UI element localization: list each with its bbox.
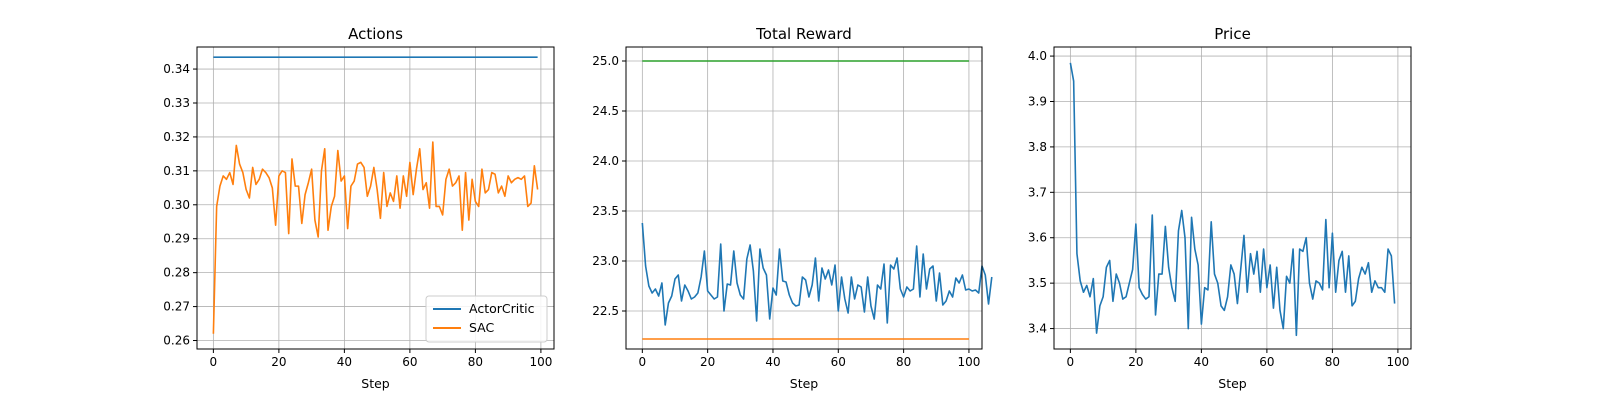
x-tick-label: 40 — [1194, 355, 1209, 369]
x-axis-label: Step — [790, 376, 819, 391]
x-tick-label: 20 — [1128, 355, 1143, 369]
series-line-sac — [212, 141, 539, 334]
chart-title: Total Reward — [755, 25, 852, 43]
y-tick-label: 3.9 — [1028, 94, 1047, 108]
y-tick-label: 25.0 — [592, 54, 619, 68]
x-tick-label: 100 — [529, 355, 552, 369]
x-tick-label: 40 — [765, 355, 780, 369]
legend-label-sac: SAC — [469, 320, 494, 335]
legend-label-actorcritic: ActorCritic — [469, 301, 535, 316]
subplot-total-reward: Total Reward Step 0 20 40 60 80 100 22.5 23.0 23… — [592, 25, 993, 391]
x-tick-label: 20 — [271, 355, 286, 369]
y-tick-label: 22.5 — [592, 304, 619, 318]
x-tick-label: 100 — [957, 355, 980, 369]
y-tick-label: 0.32 — [163, 130, 190, 144]
y-tick-label: 24.0 — [592, 154, 619, 168]
y-tick-label: 3.4 — [1028, 322, 1047, 336]
x-axis-label: Step — [361, 376, 390, 391]
series-line-series — [641, 222, 993, 326]
x-tick-label: 80 — [1325, 355, 1340, 369]
chart-title: Actions — [348, 25, 403, 43]
y-tick-label: 3.5 — [1028, 276, 1047, 290]
y-tick-label: 23.5 — [592, 204, 619, 218]
subplot-price: Price Step 0 20 40 60 80 100 3.4 3.5 3.6 3.7 3.8 3.… — [1028, 25, 1412, 391]
x-tick-label: 80 — [896, 355, 911, 369]
chart-title: Price — [1214, 25, 1251, 43]
x-tick-label: 60 — [1259, 355, 1274, 369]
y-tick-label: 0.31 — [163, 164, 190, 178]
y-tick-label: 0.30 — [163, 198, 190, 212]
x-tick-label: 60 — [402, 355, 417, 369]
plot-frame — [196, 46, 555, 350]
subplot-actions: Actions Step ActorCritic SAC 0 20 40 60 80 10… — [163, 25, 555, 391]
x-tick-label: 60 — [831, 355, 846, 369]
y-tick-label: 0.29 — [163, 232, 190, 246]
legend: ActorCritic SAC — [425, 295, 548, 343]
x-tick-label: 80 — [468, 355, 483, 369]
y-tick-label: 23.0 — [592, 254, 619, 268]
series-line-series — [1069, 62, 1396, 337]
x-tick-label: 0 — [210, 355, 218, 369]
y-tick-label: 3.8 — [1028, 140, 1047, 154]
y-tick-label: 0.27 — [163, 300, 190, 314]
y-tick-label: 0.33 — [163, 96, 190, 110]
x-axis-label: Step — [1218, 376, 1247, 391]
x-tick-label: 100 — [1386, 355, 1409, 369]
y-tick-label: 4.0 — [1028, 49, 1047, 63]
plot-frame — [1053, 46, 1412, 350]
y-tick-label: 24.5 — [592, 104, 619, 118]
x-tick-label: 20 — [700, 355, 715, 369]
plot-frame — [625, 46, 983, 350]
y-tick-label: 0.34 — [163, 62, 190, 76]
y-tick-label: 0.26 — [163, 334, 190, 348]
legend-box — [425, 295, 548, 343]
x-tick-label: 0 — [639, 355, 647, 369]
y-tick-label: 3.7 — [1028, 185, 1047, 199]
x-tick-label: 40 — [337, 355, 352, 369]
y-tick-label: 3.6 — [1028, 231, 1047, 245]
x-tick-label: 0 — [1067, 355, 1075, 369]
y-tick-label: 0.28 — [163, 266, 190, 280]
